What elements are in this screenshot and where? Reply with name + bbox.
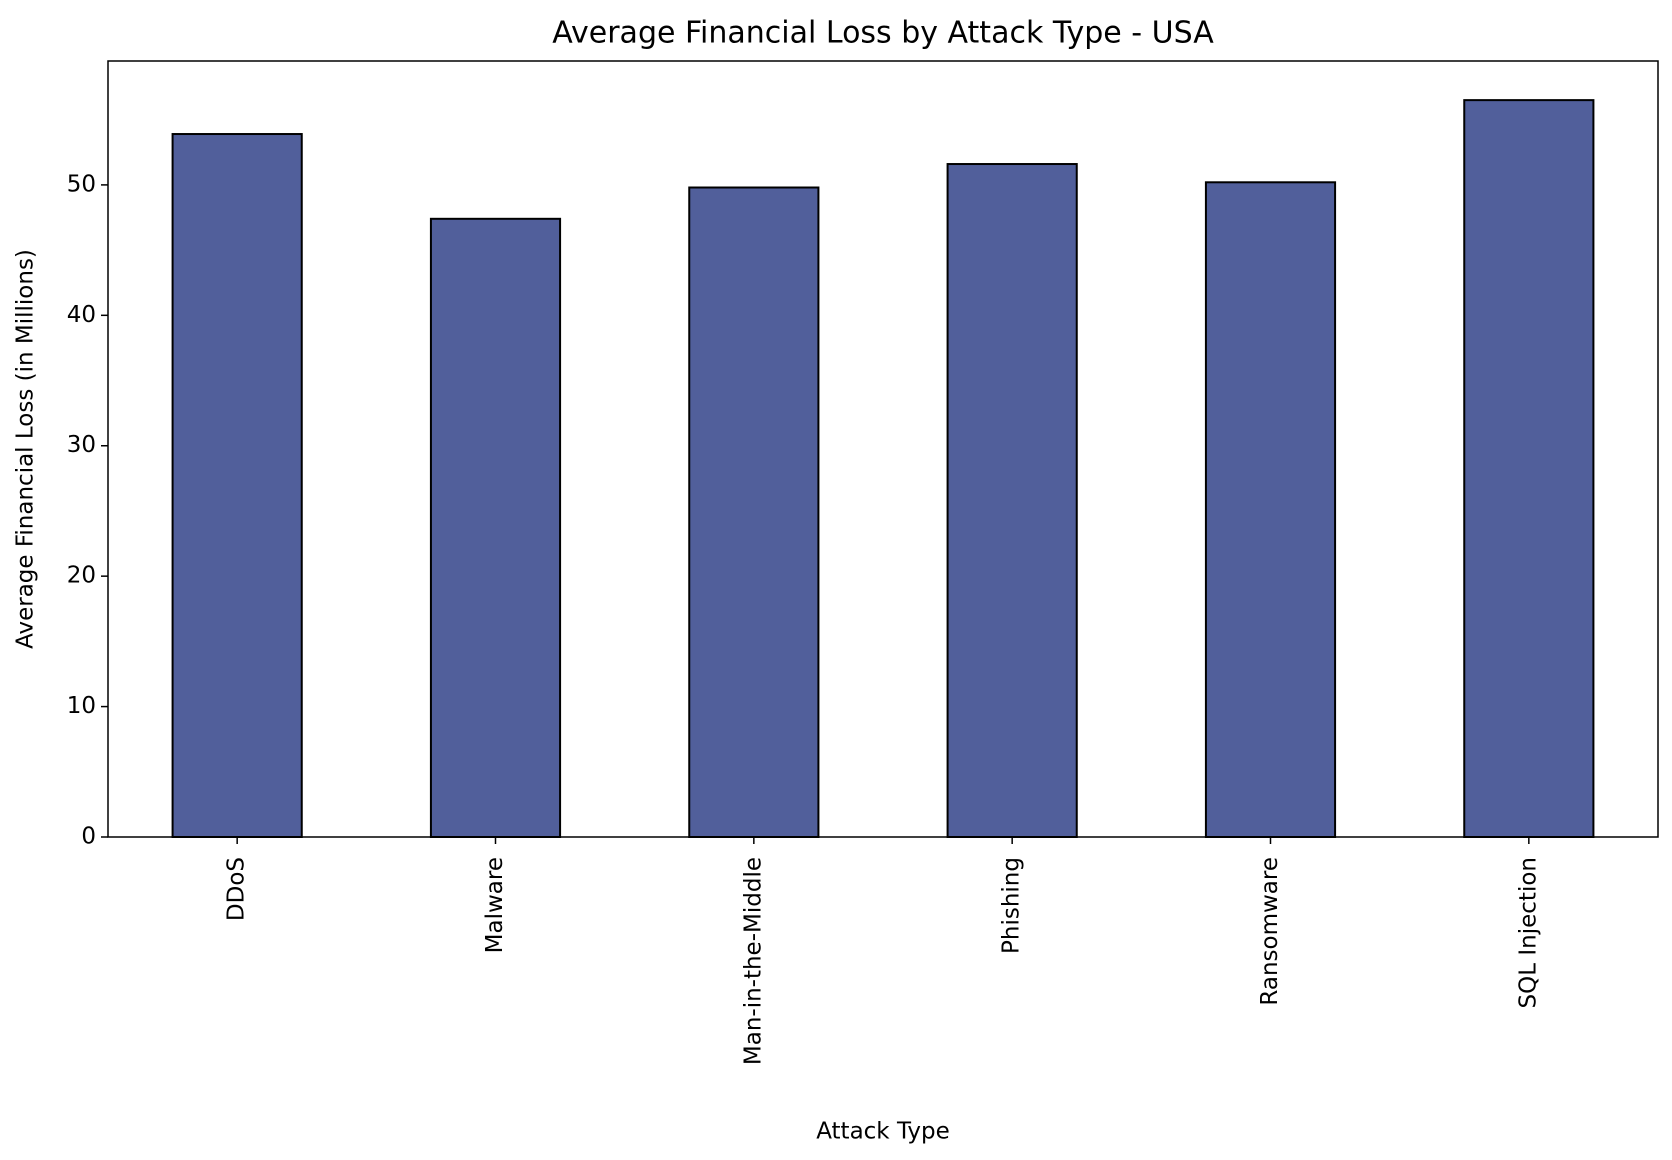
bar (429, 217, 562, 838)
chart-title: Average Financial Loss by Attack Type - … (552, 16, 1214, 51)
y-tick-label: 10 (67, 693, 96, 719)
y-tick-label: 50 (67, 171, 96, 197)
x-tick-label: Phishing (999, 857, 1025, 954)
y-tick-label: 20 (67, 563, 96, 589)
y-tick-label: 30 (67, 432, 96, 458)
x-tick-label: Ransomware (1257, 857, 1283, 1006)
bar (1463, 99, 1595, 839)
x-tick-label: Malware (482, 857, 508, 953)
y-axis-label: Average Financial Loss (in Millions) (13, 249, 39, 649)
bar (946, 163, 1078, 839)
x-tick-label: SQL Injection (1515, 857, 1541, 1008)
x-tick-label: Man-in-the-Middle (740, 857, 766, 1065)
bar (171, 133, 303, 839)
x-axis-label: Attack Type (816, 1119, 950, 1145)
y-tick-label: 0 (81, 824, 96, 850)
plot-frame (107, 60, 1659, 838)
bar (688, 186, 820, 838)
bar (1204, 181, 1337, 838)
y-tick-label: 40 (67, 302, 96, 328)
x-tick-label: DDoS (224, 857, 250, 921)
